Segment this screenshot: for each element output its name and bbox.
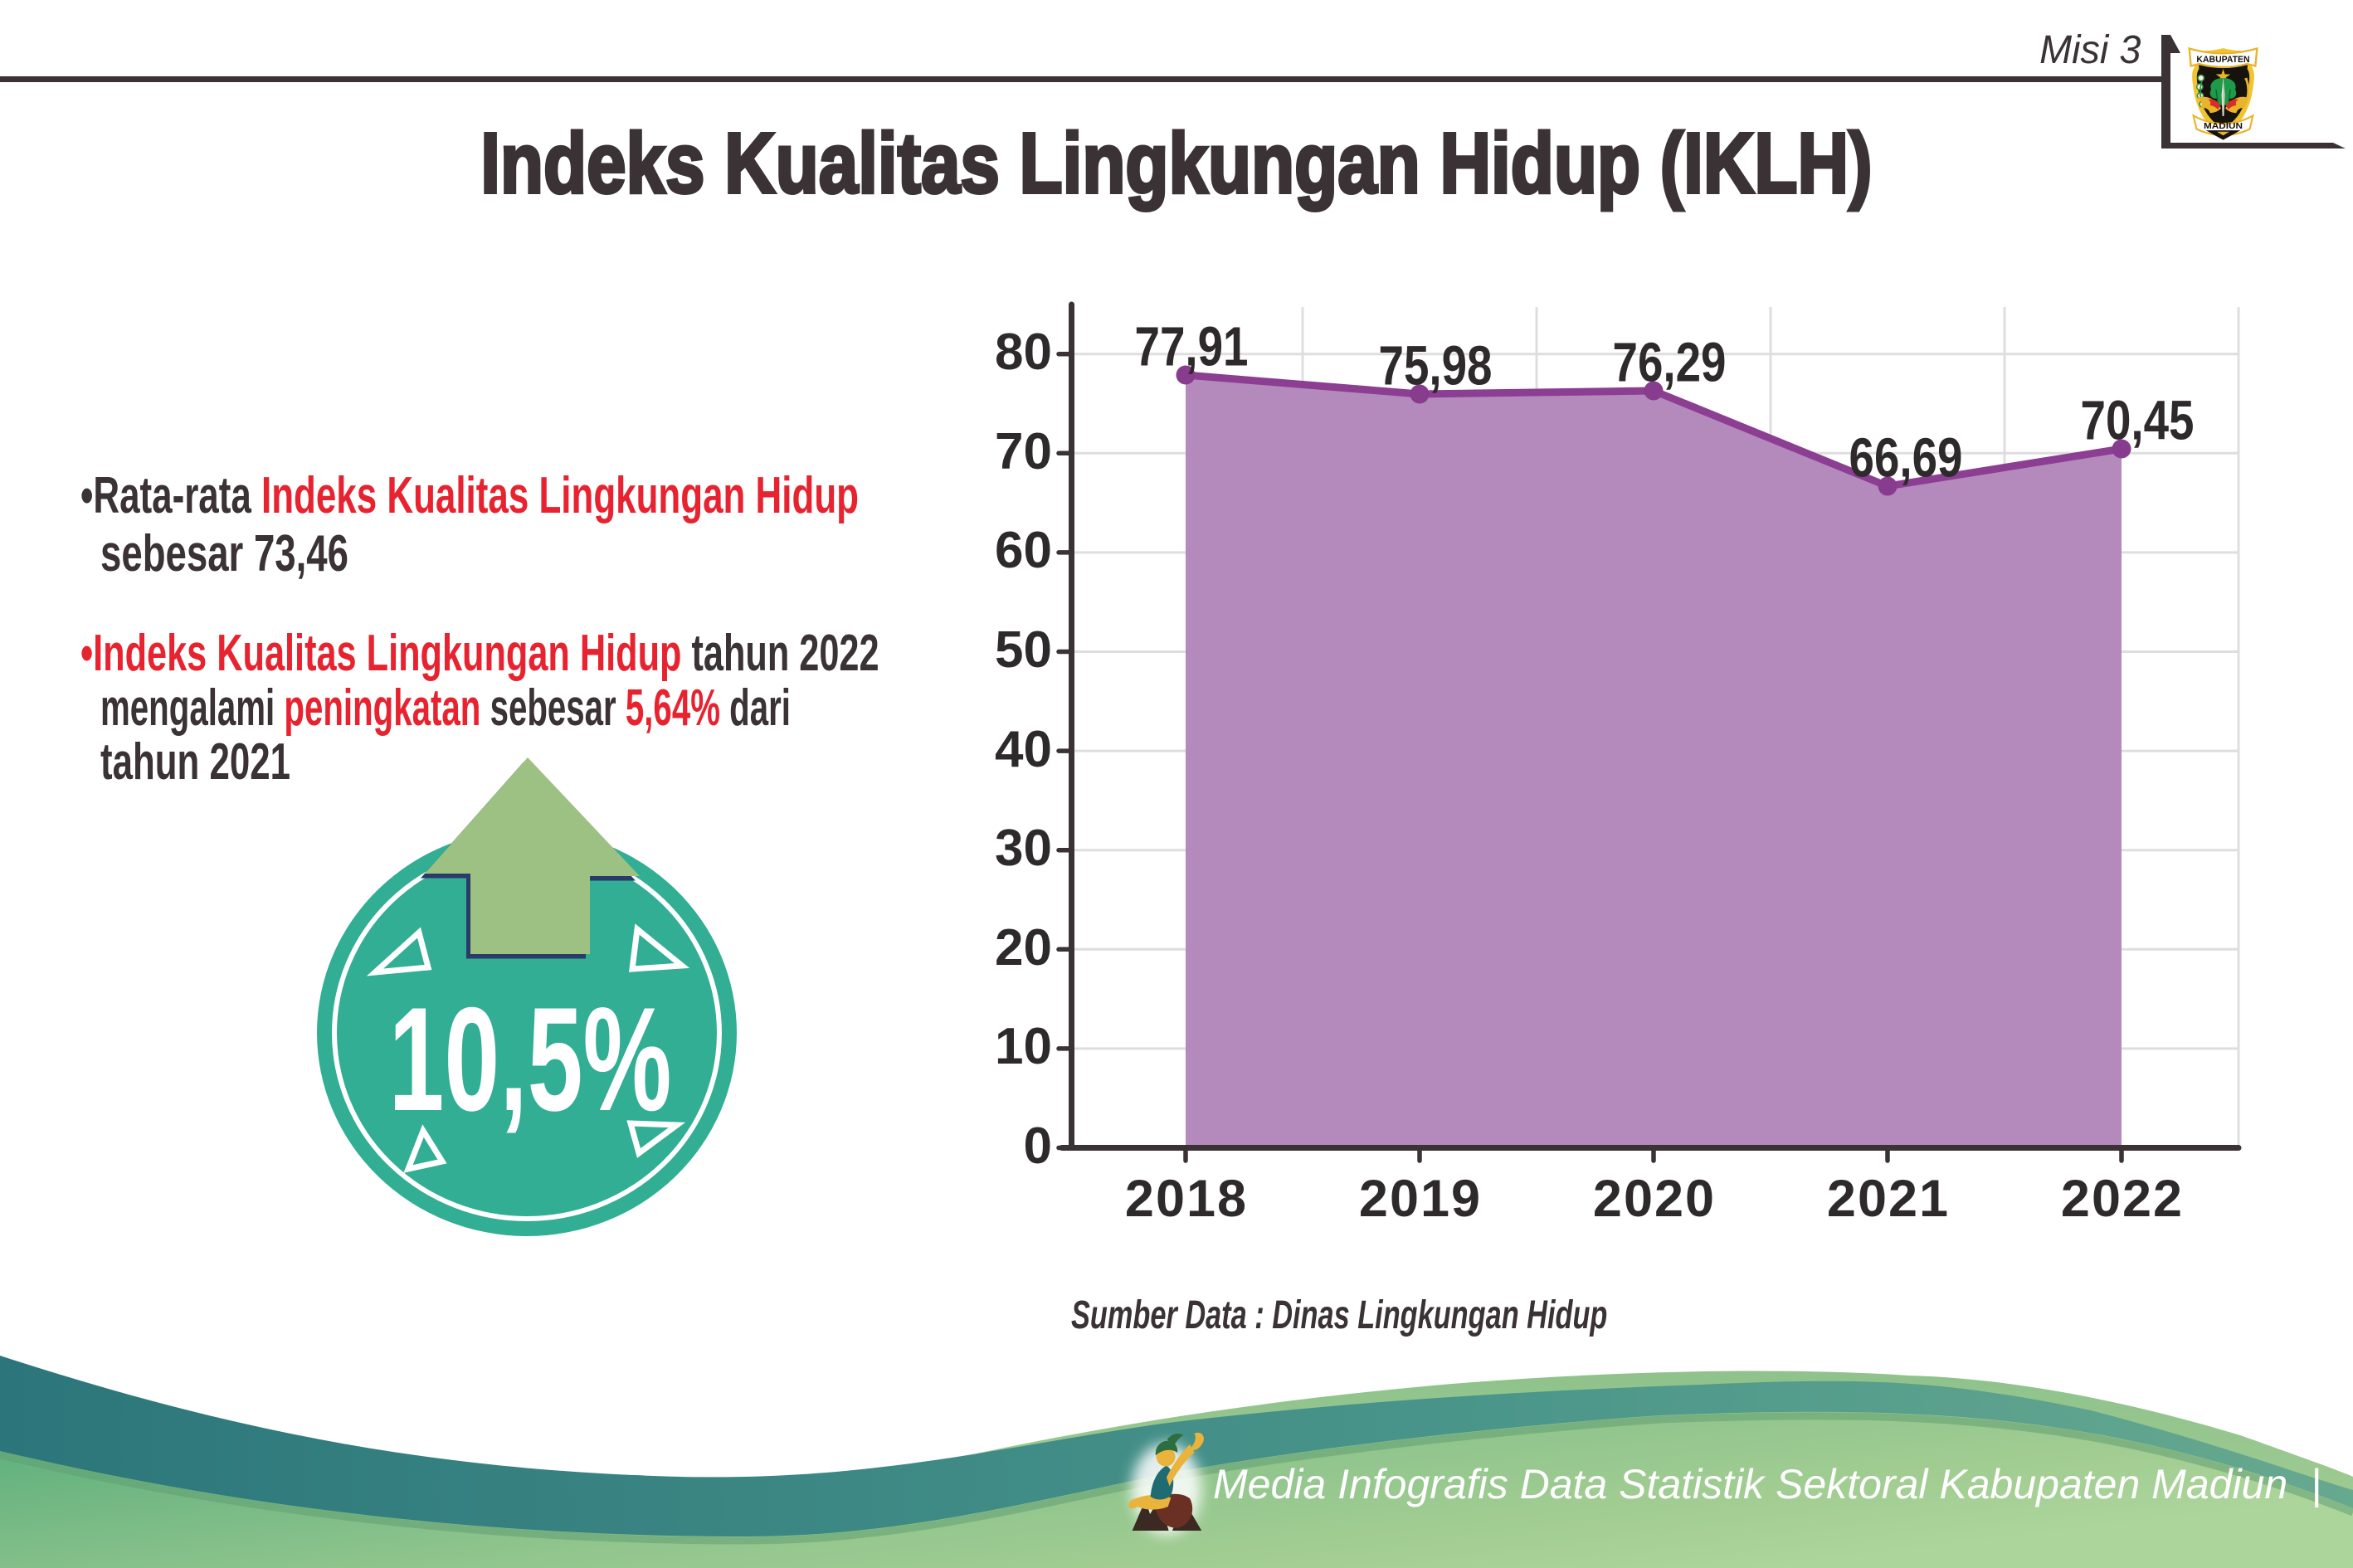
svg-text:KABUPATEN: KABUPATEN [2196,55,2249,65]
svg-text:50: 50 [995,621,1052,679]
svg-text:20: 20 [995,919,1052,976]
svg-text:2020: 2020 [1593,1170,1716,1228]
svg-text:30: 30 [995,820,1052,877]
svg-text:77,91: 77,91 [1135,316,1249,378]
svg-text:10: 10 [995,1018,1052,1075]
svg-text:2022: 2022 [2061,1170,2184,1228]
svg-text:2018: 2018 [1125,1170,1248,1228]
svg-text:2021: 2021 [1827,1170,1950,1228]
svg-text:70,45: 70,45 [2081,390,2195,452]
svg-text:66,69: 66,69 [1849,427,1963,489]
svg-text:0: 0 [1024,1118,1052,1175]
svg-text:75,98: 75,98 [1379,335,1493,397]
svg-text:2019: 2019 [1359,1170,1482,1228]
svg-text:76,29: 76,29 [1613,332,1727,394]
svg-text:70: 70 [995,423,1052,480]
svg-text:80: 80 [995,324,1052,381]
svg-text:MADIUN: MADIUN [2204,122,2243,131]
svg-text:60: 60 [995,522,1052,579]
svg-text:40: 40 [995,721,1052,778]
svg-text:10,5%: 10,5% [389,976,672,1142]
